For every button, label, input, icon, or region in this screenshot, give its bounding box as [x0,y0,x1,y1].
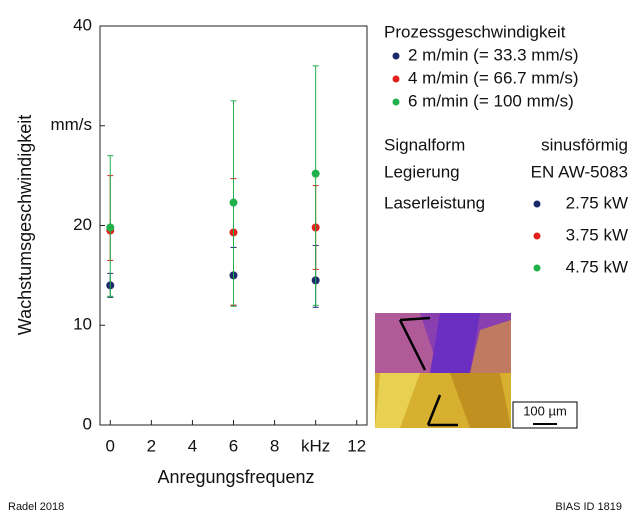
y-tick-label: 40 [73,15,92,34]
x-tick-label: kHz [301,436,330,455]
point [106,223,114,231]
x-tick-label: 12 [347,436,366,455]
scale-bar-label: 100 µm [523,403,567,418]
x-tick-label: 4 [188,436,197,455]
power-label: 3.75 kW [566,225,628,244]
legend-label: 6 m/min (= 100 mm/s) [408,91,574,110]
legend-label: 2 m/min (= 33.3 mm/s) [408,45,579,64]
legend-label: 4 m/min (= 66.7 mm/s) [408,68,579,87]
power-marker [534,265,541,272]
power-marker [534,201,541,208]
point [230,199,238,207]
legend-marker [393,76,400,83]
power-marker [534,233,541,240]
y-tick-label: 10 [73,315,92,334]
x-tick-label: 2 [147,436,156,455]
power-label: 4.75 kW [566,257,628,276]
x-tick-label: 6 [229,436,238,455]
y-tick-label: mm/s [50,115,92,134]
info-key: Signalform [384,135,465,154]
y-axis-label: Wachstumsgeschwindigkeit [15,115,35,335]
footer-left: Radel 2018 [8,501,64,513]
point [312,170,320,178]
y-tick-label: 0 [83,414,92,433]
footer-right: BIAS ID 1819 [555,501,622,513]
power-label: Laserleistung [384,193,485,212]
x-axis-label: Anregungsfrequenz [157,467,314,487]
info-key: Legierung [384,162,460,181]
legend-title: Prozessgeschwindigkeit [384,22,566,41]
info-value: sinusförmig [541,135,628,154]
x-tick-label: 8 [270,436,279,455]
info-value: EN AW-5083 [531,162,628,181]
legend-marker [393,53,400,60]
legend-marker [393,99,400,106]
x-tick-label: 0 [106,436,115,455]
chart: Anregungsfrequenz Wachstumsgeschwindigke… [0,0,630,519]
y-tick-label: 20 [73,215,92,234]
power-label: 2.75 kW [566,193,628,212]
